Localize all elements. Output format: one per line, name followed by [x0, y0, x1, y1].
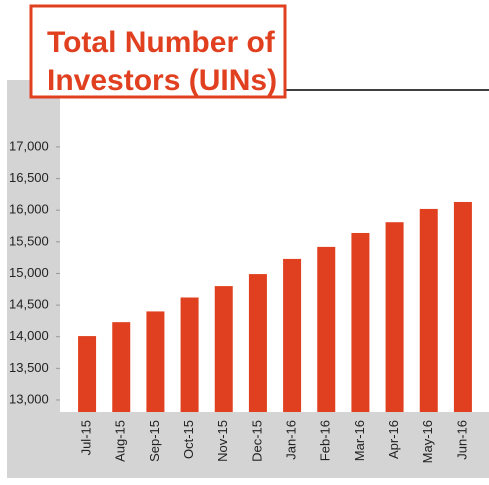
x-tick-label: Feb-16 — [318, 420, 333, 461]
x-tick-label: Apr-16 — [386, 420, 401, 459]
x-tick-label: Dec-15 — [249, 420, 264, 462]
x-axis-band — [7, 412, 489, 478]
y-tick-label: 14,500 — [9, 297, 49, 312]
x-tick-label: Sep-15 — [147, 420, 162, 462]
x-tick-label: Jul-15 — [79, 420, 94, 455]
bar — [351, 232, 370, 412]
bar — [283, 258, 302, 412]
bar — [146, 311, 165, 412]
y-tick-label: 15,000 — [9, 265, 49, 280]
y-tick-label: 13,000 — [9, 391, 49, 406]
x-tick-label: Jun-16 — [454, 420, 469, 460]
y-tick-label: 17,000 — [9, 138, 49, 153]
y-tick-label: 15,500 — [9, 233, 49, 248]
bar — [78, 336, 97, 412]
bar — [180, 297, 199, 412]
bar — [385, 222, 404, 412]
x-tick-label: Mar-16 — [352, 420, 367, 461]
bar — [248, 274, 267, 412]
y-tick-label: 16,500 — [9, 170, 49, 185]
x-tick-label: Jan-16 — [284, 420, 299, 460]
bar — [453, 201, 472, 412]
y-tick-label: 16,000 — [9, 202, 49, 217]
chart-title: Total Number of — [47, 26, 276, 59]
y-tick-label: 13,500 — [9, 360, 49, 375]
bar — [419, 208, 438, 412]
y-tick-label: 14,000 — [9, 328, 49, 343]
chart-title: Investors (UINs) — [47, 64, 277, 97]
x-tick-label: Aug-15 — [113, 420, 128, 462]
x-tick-label: Oct-15 — [181, 420, 196, 459]
bar — [112, 322, 131, 412]
x-tick-label: May-16 — [420, 420, 435, 463]
x-tick-label: Nov-15 — [215, 420, 230, 462]
title-box — [29, 4, 287, 99]
y-axis-band — [7, 80, 60, 415]
bar — [317, 246, 336, 412]
bar — [214, 286, 233, 412]
